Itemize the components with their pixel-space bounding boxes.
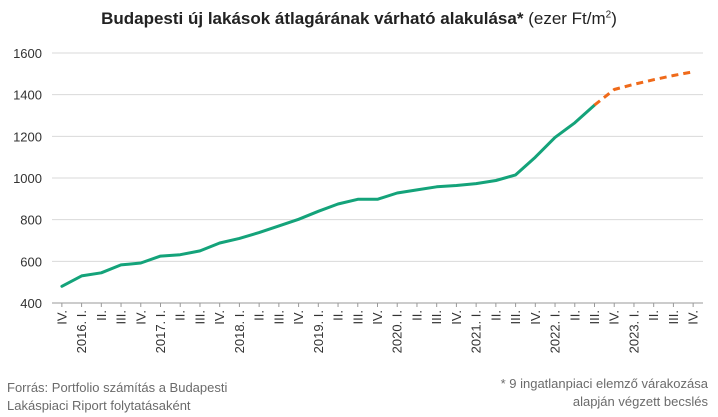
series-line-actual bbox=[60, 103, 596, 288]
x-tick-label: 2018. I. bbox=[232, 310, 247, 353]
x-tick-label: IV. bbox=[54, 310, 69, 325]
source-line-2: Lakáspiaci Riport folytatásaként bbox=[7, 398, 191, 413]
chart-title-unit: (ezer Ft/m2) bbox=[528, 9, 617, 28]
series-line-forecast bbox=[593, 70, 694, 107]
x-tick-label: 2021. I. bbox=[469, 310, 484, 353]
chart-title-main: Budapesti új lakások átlagárának várható… bbox=[101, 9, 524, 28]
x-tick-label: IV. bbox=[528, 310, 543, 325]
x-tick-label: III. bbox=[508, 310, 523, 324]
x-tick-label: IV. bbox=[607, 310, 622, 325]
y-tick-label: 1200 bbox=[13, 129, 42, 144]
x-tick-label: III. bbox=[429, 310, 444, 324]
x-tick-label: IV. bbox=[370, 310, 385, 325]
x-tick-label: II. bbox=[409, 310, 424, 321]
x-tick-label: III. bbox=[587, 310, 602, 324]
y-tick-label: 800 bbox=[20, 213, 42, 228]
x-tick-label: II. bbox=[331, 310, 346, 321]
x-tick-label: III. bbox=[114, 310, 129, 324]
x-tick-label: 2022. I. bbox=[548, 310, 563, 353]
x-tick-label: II. bbox=[567, 310, 582, 321]
y-tick-label: 1400 bbox=[13, 88, 42, 103]
chart-title: Budapesti új lakások átlagárának várható… bbox=[0, 9, 718, 29]
y-tick-label: 400 bbox=[20, 296, 42, 311]
x-tick-label: IV. bbox=[291, 310, 306, 325]
y-tick-label: 1000 bbox=[13, 171, 42, 186]
footnote: * 9 ingatlanpiaci elemző várakozása alap… bbox=[408, 375, 708, 411]
x-tick-label: 2020. I. bbox=[390, 310, 405, 353]
x-tick-label: II. bbox=[488, 310, 503, 321]
title-unit-suffix: ) bbox=[611, 9, 617, 28]
x-tick-label: II. bbox=[646, 310, 661, 321]
x-tick-label: IV. bbox=[133, 310, 148, 325]
x-tick-label: III. bbox=[192, 310, 207, 324]
title-unit-sup: 2 bbox=[605, 9, 612, 21]
x-tick-label: 2017. I. bbox=[153, 310, 168, 353]
x-tick-label: III. bbox=[666, 310, 681, 324]
x-tick-label: IV. bbox=[686, 310, 701, 325]
x-tick-label: 2019. I. bbox=[311, 310, 326, 353]
x-tick-label: II. bbox=[173, 310, 188, 321]
x-tick-label: III. bbox=[271, 310, 286, 324]
x-tick-label: IV. bbox=[449, 310, 464, 325]
x-tick-label: II. bbox=[94, 310, 109, 321]
title-unit-prefix: (ezer Ft/m bbox=[528, 9, 606, 28]
x-tick-label: IV. bbox=[212, 310, 227, 325]
source-line-1: Forrás: Portfolio számítás a Budapesti bbox=[7, 380, 228, 395]
x-tick-label: II. bbox=[252, 310, 267, 321]
y-tick-label: 1600 bbox=[13, 46, 42, 61]
footnote-line-1: * 9 ingatlanpiaci elemző várakozása bbox=[500, 376, 708, 391]
footnote-line-2: alapján végzett becslés bbox=[572, 394, 708, 409]
y-tick-label: 600 bbox=[20, 254, 42, 269]
x-tick-label: 2016. I. bbox=[74, 310, 89, 353]
x-tick-label: III. bbox=[350, 310, 365, 324]
source-note: Forrás: Portfolio számítás a Budapesti L… bbox=[7, 379, 307, 415]
x-tick-label: 2023. I. bbox=[626, 310, 641, 353]
